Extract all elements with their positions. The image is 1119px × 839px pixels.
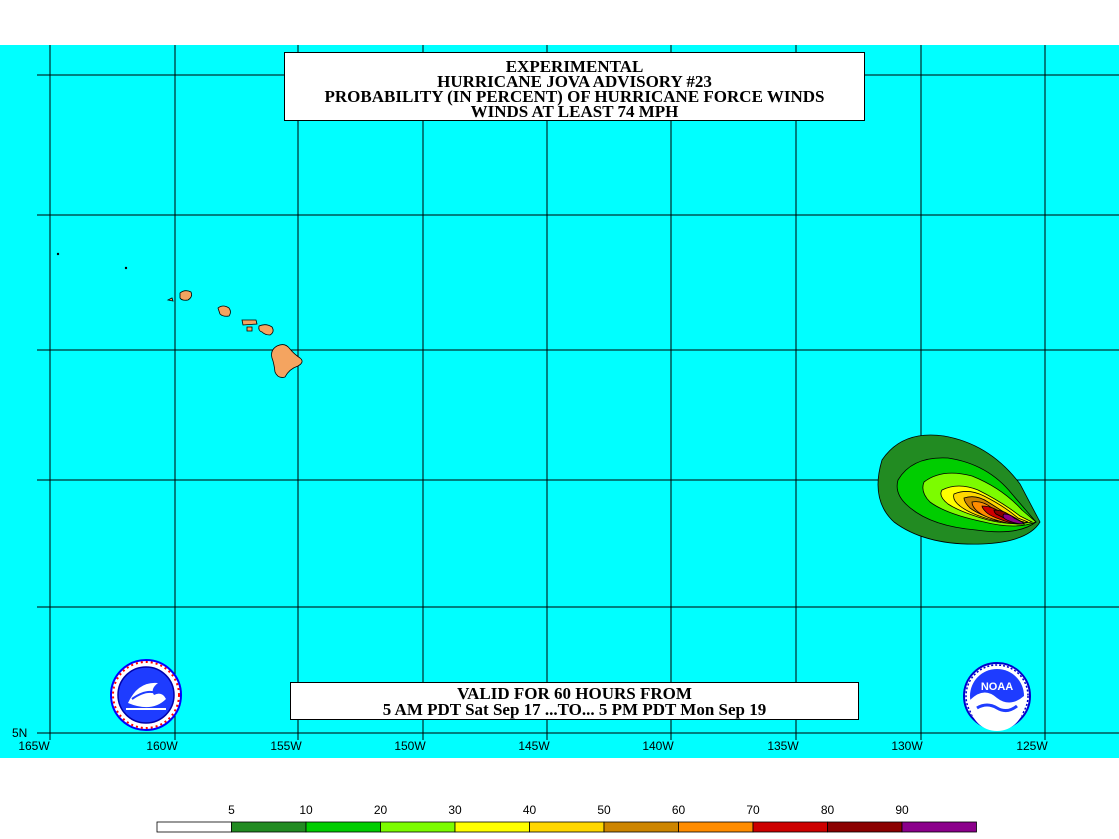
legend-swatch-1 [231,821,307,833]
legend-swatch-10 [901,821,977,833]
island-oahu [217,305,231,317]
probability-legend: 5 10 20 30 40 50 60 70 80 90 [156,803,977,833]
contour-band-10 [1002,513,1025,525]
grid-lines [37,45,1119,740]
title-line-2: HURRICANE JOVA ADVISORY #23 [437,72,712,91]
legend-swatch-5 [529,821,605,833]
legend-label-40: 40 [523,803,537,817]
legend-swatch-7 [678,821,754,833]
legend-swatch-3 [380,821,456,833]
title-box: EXPERIMENTAL HURRICANE JOVA ADVISORY #23… [284,52,865,121]
title-line-3: PROBABILITY (IN PERCENT) OF HURRICANE FO… [324,87,825,106]
legend-label-30: 30 [448,803,462,817]
lon-label-165w: 165W [18,739,50,753]
island-lanai [246,326,253,332]
legend-swatch-0 [156,821,232,833]
lon-label-145w: 145W [518,739,550,753]
lon-label-130w: 130W [891,739,923,753]
lon-label-150w: 150W [394,739,426,753]
island-hawaii [271,344,303,378]
legend-label-10: 10 [299,803,313,817]
lat-label-5n: 5N [12,726,27,740]
valid-line-1: VALID FOR 60 HOURS FROM [457,684,692,703]
legend-label-80: 80 [821,803,835,817]
lon-label-140w: 140W [642,739,674,753]
legend-swatch-2 [305,821,381,833]
legend-label-60: 60 [672,803,686,817]
island-kauai [179,290,192,301]
legend-label-20: 20 [374,803,388,817]
legend-label-70: 70 [746,803,760,817]
legend-swatch-6 [603,821,679,833]
valid-period-box: VALID FOR 60 HOURS FROM 5 AM PDT Sat Sep… [290,682,859,720]
noaa-logo-text: NOAA [981,681,1013,693]
probability-contours [877,434,1041,545]
valid-line-2: 5 AM PDT Sat Sep 17 ...TO... 5 PM PDT Mo… [382,700,767,719]
ocean [0,45,1119,758]
lon-label-160w: 160W [146,739,178,753]
legend-label-50: 50 [597,803,611,817]
lon-label-155w: 155W [270,739,302,753]
island-necker [56,252,60,256]
noaa-logo: NOAA [963,662,1031,731]
hawaiian-islands [56,252,303,378]
lon-label-135w: 135W [767,739,799,753]
longitude-labels: 165W 160W 155W 150W 145W 140W 135W 130W 125W [18,739,1048,753]
lon-label-125w: 125W [1016,739,1048,753]
island-maui [258,324,274,336]
island-niihau [166,297,174,302]
legend-label-90: 90 [895,803,909,817]
legend-swatch-9 [827,821,903,833]
island-nihoa [124,266,128,270]
legend-swatch-4 [454,821,530,833]
island-molokai [241,319,258,326]
nws-logo [110,659,182,731]
legend-label-5: 5 [228,803,235,817]
legend-swatch-8 [752,821,828,833]
title-line-1: EXPERIMENTAL [505,57,644,76]
title-line-4: WINDS AT LEAST 74 MPH [470,102,679,121]
